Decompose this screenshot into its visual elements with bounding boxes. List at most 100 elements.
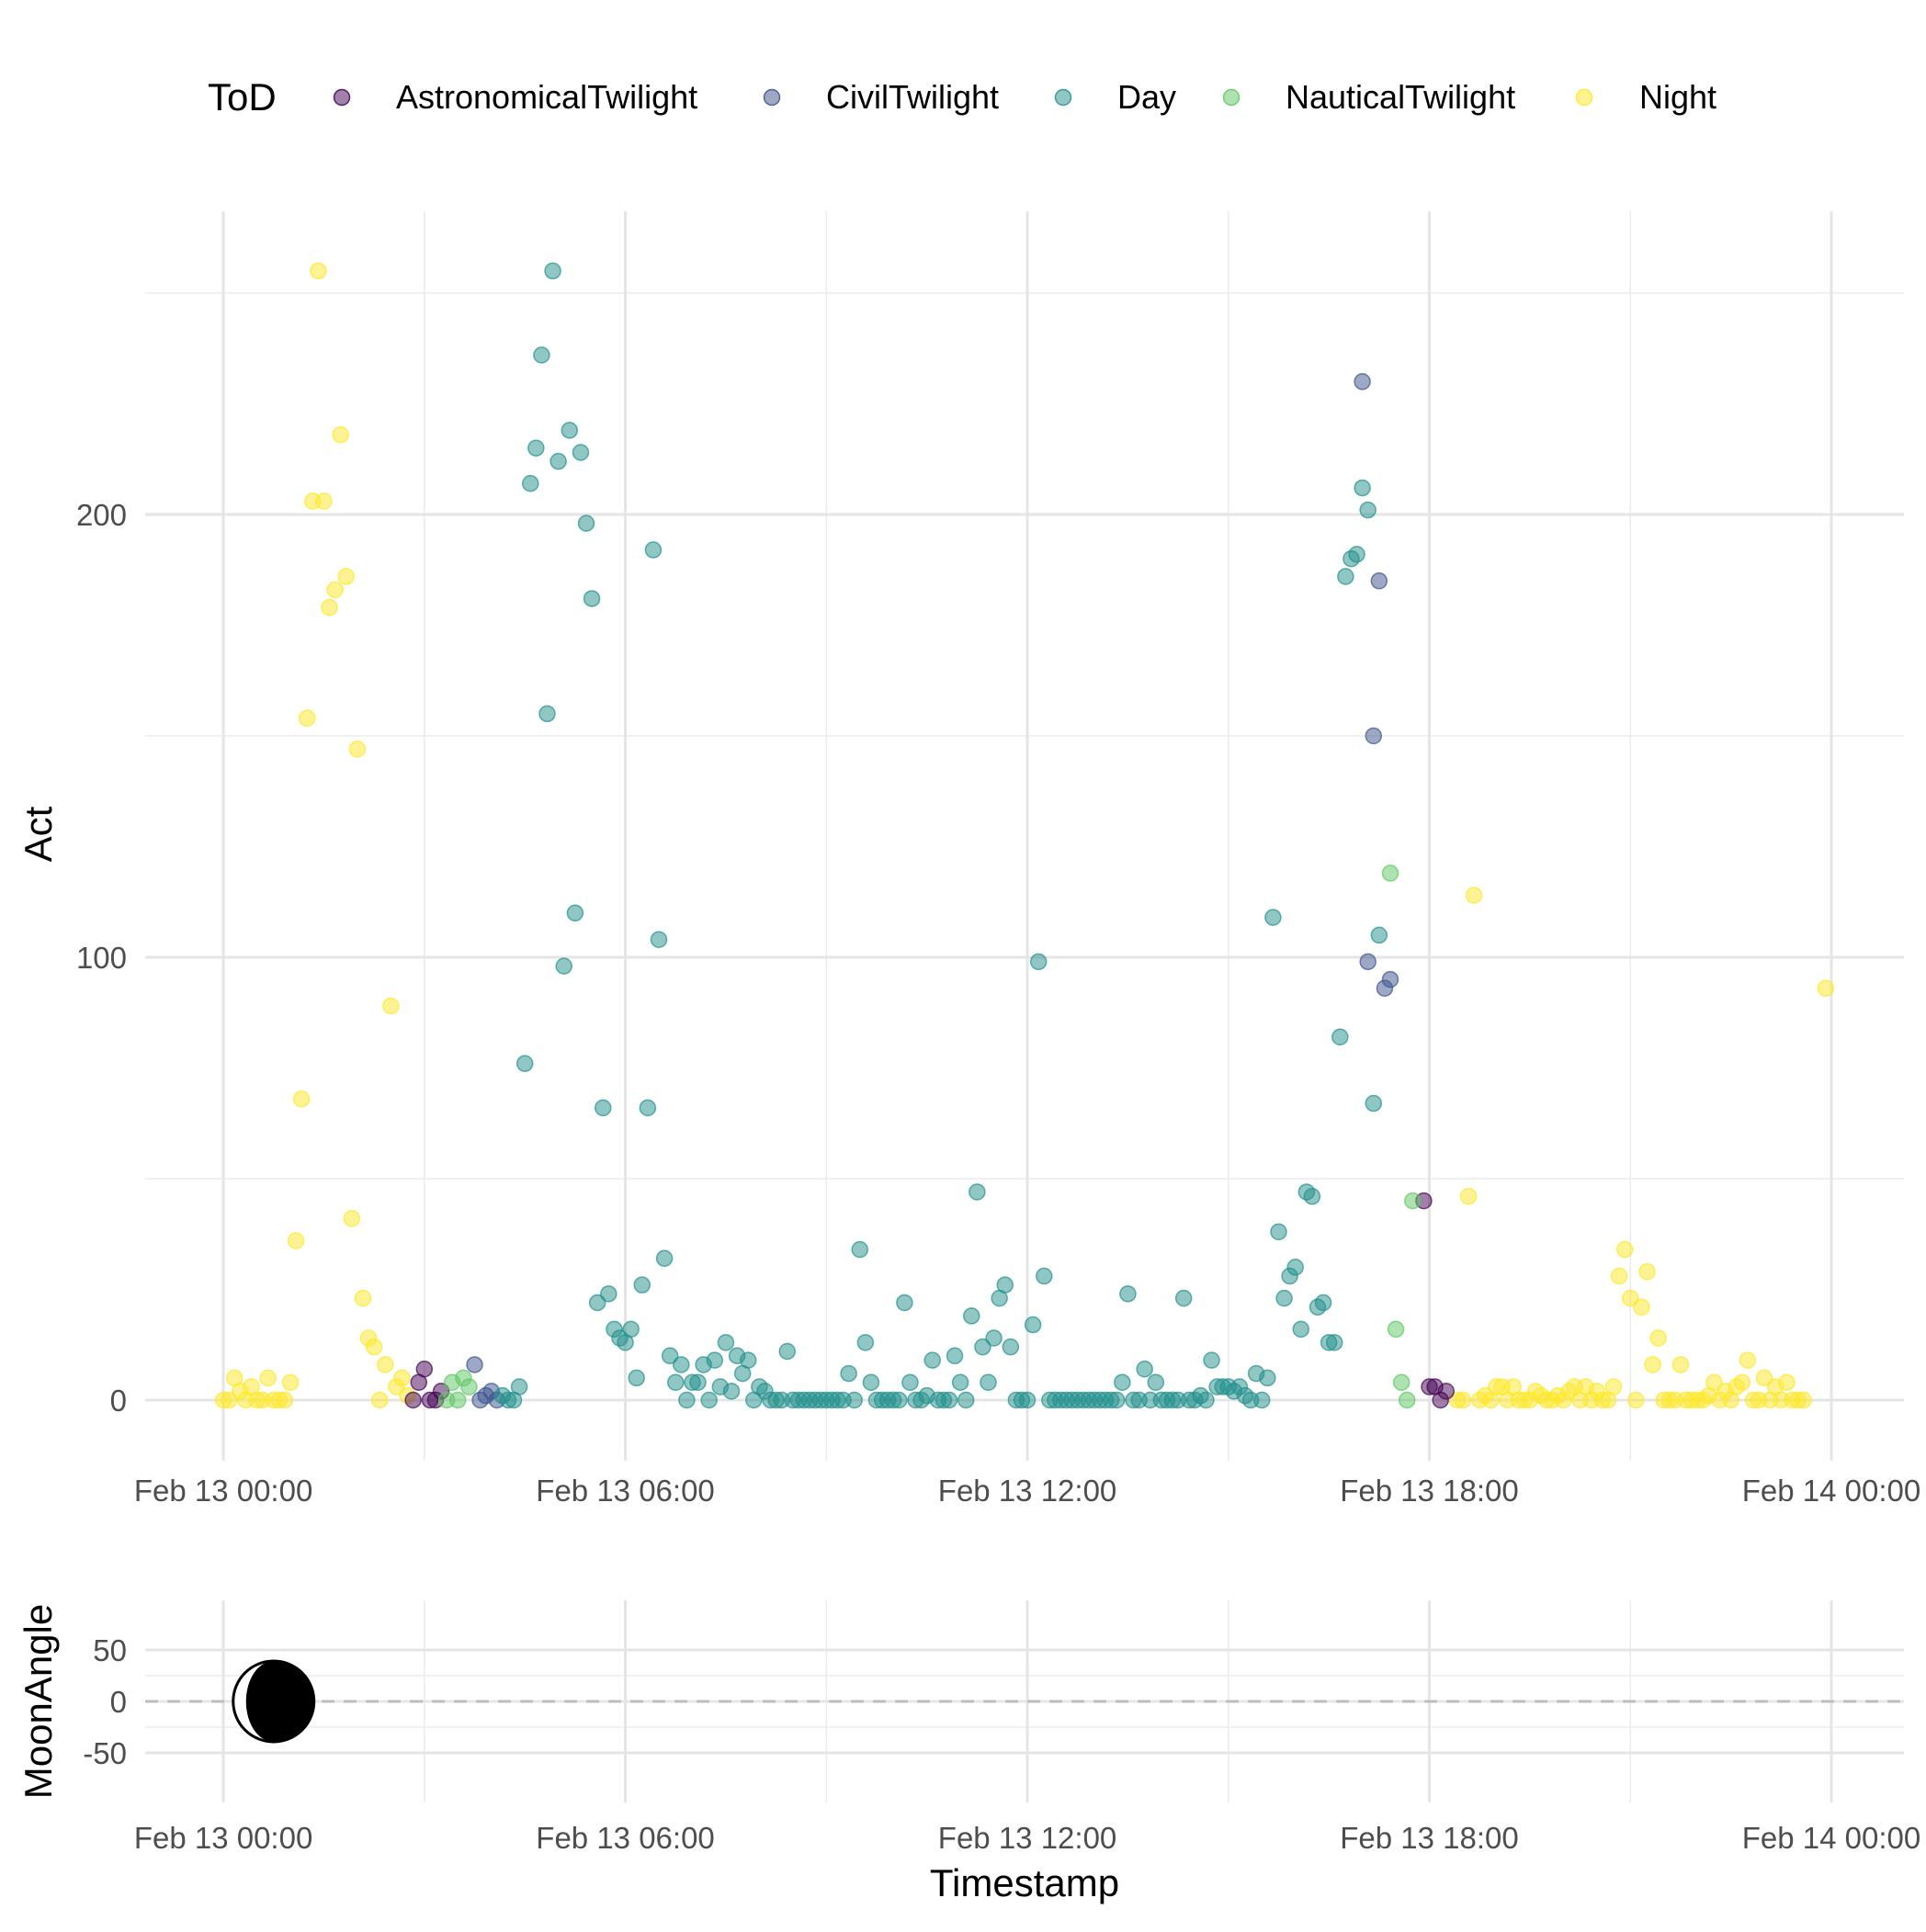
data-point <box>555 957 572 975</box>
data-point <box>370 1391 389 1409</box>
moon-phase-icon <box>232 1659 316 1744</box>
data-point <box>1331 1028 1349 1046</box>
data-point <box>515 1055 534 1072</box>
data-point <box>449 1391 467 1409</box>
data-point <box>1018 1391 1037 1409</box>
data-point <box>337 568 355 585</box>
data-point <box>1002 1338 1020 1356</box>
data-point <box>951 1373 969 1391</box>
legend-label: Night <box>1639 78 1716 116</box>
data-point <box>700 1391 718 1409</box>
data-point <box>1119 1285 1137 1303</box>
data-point <box>544 262 561 280</box>
data-point <box>896 1294 913 1312</box>
data-point <box>220 1391 238 1409</box>
legend: ToD AstronomicalTwilight CivilTwilight Day… <box>208 75 1716 119</box>
data-point <box>533 346 550 364</box>
data-point <box>1649 1329 1667 1347</box>
data-point <box>1638 1262 1656 1281</box>
x-tick-label: Feb 13 06:00 <box>536 1474 715 1508</box>
data-point <box>365 1338 383 1356</box>
legend-key-nauticaltwilight <box>1222 88 1241 107</box>
data-point <box>393 1369 411 1387</box>
data-point <box>840 1364 857 1383</box>
data-point <box>963 1307 980 1325</box>
data-point <box>1392 1373 1411 1391</box>
data-point <box>343 1210 361 1227</box>
data-point <box>1114 1373 1131 1391</box>
data-point <box>1365 1094 1383 1113</box>
data-point <box>1354 373 1371 390</box>
moon-angle-panel: 50 0 -50 Feb 13 00:00 Feb 13 06:00 Feb 13 12:… <box>17 1600 1920 1855</box>
data-point <box>276 1391 294 1409</box>
data-point <box>1454 1391 1472 1409</box>
data-point <box>1337 568 1354 585</box>
data-point <box>315 492 333 510</box>
data-point <box>1404 1192 1422 1210</box>
data-point <box>287 1232 305 1249</box>
data-point <box>655 1249 674 1268</box>
data-point <box>706 1351 724 1369</box>
legend-key-astronomicaltwilight <box>333 88 351 107</box>
legend-key-night <box>1575 88 1593 107</box>
data-point <box>666 1373 685 1391</box>
data-point <box>996 1276 1014 1294</box>
data-point <box>778 1342 797 1361</box>
data-point <box>1136 1361 1153 1378</box>
data-point <box>1817 979 1835 997</box>
data-point <box>946 1347 964 1365</box>
data-point <box>566 904 584 922</box>
data-point <box>1270 1223 1287 1241</box>
data-point <box>1359 501 1377 519</box>
data-point <box>1370 926 1388 944</box>
data-point <box>940 1391 958 1409</box>
data-point <box>1264 909 1282 926</box>
data-point <box>1275 1289 1293 1307</box>
data-point <box>1671 1356 1690 1373</box>
y-tick-label: 100 <box>76 941 127 975</box>
x-tick-label: Feb 13 00:00 <box>134 1821 313 1855</box>
legend-title: ToD <box>208 75 277 119</box>
data-point <box>1354 479 1371 497</box>
data-point <box>1303 1188 1321 1205</box>
x-tick-label: Feb 13 00:00 <box>134 1474 313 1508</box>
data-point <box>600 1285 617 1303</box>
data-point <box>1036 1267 1053 1285</box>
legend-label: Day <box>1117 78 1176 116</box>
legend-label: CivilTwilight <box>826 78 999 116</box>
data-point <box>969 1183 986 1201</box>
data-point <box>1644 1356 1661 1373</box>
x-tick-label: Feb 14 00:00 <box>1742 1821 1921 1855</box>
data-point <box>673 1356 690 1373</box>
activity-panel: 0 100 200 Feb 13 00:00 Feb 13 06:00 Feb 13 12… <box>17 211 1920 1508</box>
data-point <box>1465 887 1483 904</box>
data-point <box>739 1351 757 1369</box>
data-point <box>633 1276 651 1294</box>
data-point <box>1604 1378 1623 1395</box>
data-point <box>1314 1294 1332 1312</box>
data-point <box>1348 546 1365 563</box>
data-point <box>1755 1369 1773 1387</box>
data-point <box>1633 1298 1650 1316</box>
y-tick-label: 0 <box>110 1384 127 1418</box>
data-point <box>890 1391 908 1409</box>
y-tick-label: 200 <box>76 498 127 532</box>
data-point <box>1387 1320 1405 1339</box>
data-point <box>1359 953 1377 971</box>
data-point <box>644 541 663 559</box>
data-point <box>298 709 316 727</box>
y-tick-label: 50 <box>93 1633 127 1667</box>
data-point <box>1778 1373 1796 1391</box>
data-point <box>1197 1391 1215 1409</box>
data-point <box>622 1320 640 1339</box>
data-point <box>1610 1267 1628 1285</box>
data-point <box>722 1383 741 1400</box>
data-point <box>510 1378 528 1395</box>
data-point <box>845 1391 863 1409</box>
data-point <box>1381 864 1399 882</box>
x-axis-title: Timestamp <box>930 1861 1119 1904</box>
y-tick-label: 0 <box>110 1685 127 1719</box>
data-point <box>522 475 539 492</box>
